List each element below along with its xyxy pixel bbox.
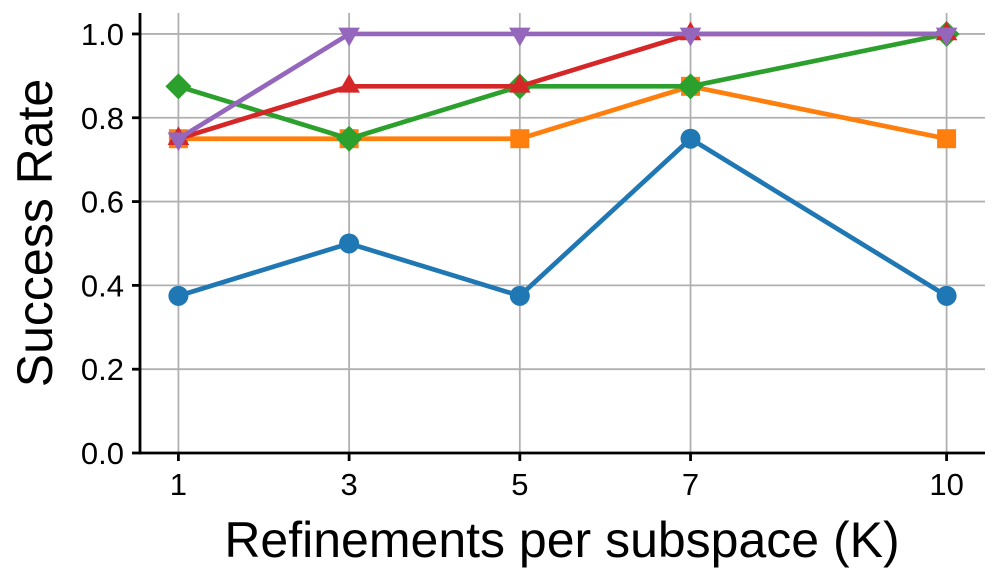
circle-marker xyxy=(936,285,957,306)
triangle-up-marker xyxy=(509,73,531,93)
y-tick-label: 1.0 xyxy=(81,17,124,52)
triangle-down-marker xyxy=(509,27,531,47)
x-tick-label: 5 xyxy=(511,467,528,502)
diamond-marker xyxy=(336,125,363,152)
y-tick-label: 0.4 xyxy=(81,268,124,303)
axes-and-ticks xyxy=(132,13,985,461)
circle-marker xyxy=(680,128,701,149)
triangle-down-marker xyxy=(167,132,190,152)
y-tick-label: 0.2 xyxy=(81,352,124,387)
x-tick-label: 7 xyxy=(682,467,699,502)
y-axis-label: Success Rate xyxy=(7,79,63,387)
data-series xyxy=(165,20,960,306)
y-tick-label: 0.8 xyxy=(81,101,124,136)
triangle-up-marker xyxy=(338,73,360,93)
diamond-marker xyxy=(677,73,704,100)
x-tick-label: 10 xyxy=(929,467,963,502)
blue-circle-series xyxy=(168,128,957,306)
purple-triangle-down-series xyxy=(167,27,958,152)
y-tick-label: 0.6 xyxy=(81,185,124,220)
square-marker xyxy=(510,129,530,149)
series-line xyxy=(176,83,949,142)
x-tick-label: 3 xyxy=(340,467,357,502)
circle-marker xyxy=(168,285,189,306)
gridlines xyxy=(140,13,985,454)
triangle-down-marker xyxy=(679,27,702,47)
triangle-down-marker xyxy=(338,27,360,47)
square-marker xyxy=(937,129,957,149)
triangle-down-marker xyxy=(935,27,958,47)
tick-labels: 1 3 5 7 10 0.0 0.2 0.4 0.6 0.8 1.0 xyxy=(81,17,964,502)
green-diamond-series xyxy=(165,20,960,152)
series-line xyxy=(176,31,949,142)
x-tick-label: 1 xyxy=(170,467,187,502)
circle-marker xyxy=(509,285,530,306)
diamond-marker xyxy=(165,73,192,100)
x-axis-label: Refinements per subspace (K) xyxy=(224,512,899,568)
series-line xyxy=(176,136,949,299)
y-tick-label: 0.0 xyxy=(81,436,124,471)
circle-marker xyxy=(339,233,360,254)
